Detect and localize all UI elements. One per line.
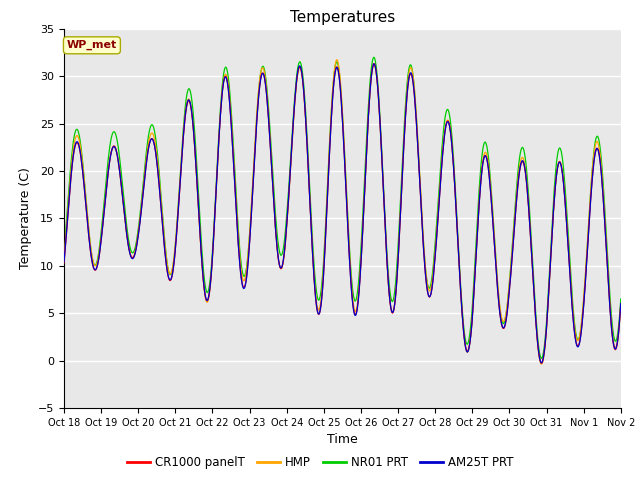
Text: WP_met: WP_met <box>67 40 117 50</box>
Legend: CR1000 panelT, HMP, NR01 PRT, AM25T PRT: CR1000 panelT, HMP, NR01 PRT, AM25T PRT <box>122 452 518 474</box>
X-axis label: Time: Time <box>327 433 358 446</box>
Title: Temperatures: Temperatures <box>290 10 395 25</box>
Y-axis label: Temperature (C): Temperature (C) <box>19 168 33 269</box>
